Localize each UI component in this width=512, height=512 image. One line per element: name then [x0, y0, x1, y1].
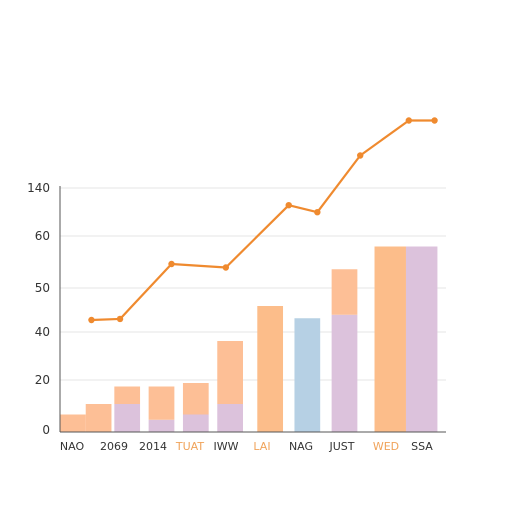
line-point: [431, 117, 438, 124]
line-point: [314, 209, 321, 216]
bars-layer: [60, 246, 438, 432]
x-category-label: 2069: [100, 440, 128, 453]
x-category-label: SSA: [411, 440, 433, 453]
bar-segment: [294, 318, 321, 432]
axis-layer: [59, 186, 446, 433]
bar-segment: [331, 269, 358, 315]
y-tick-label: 50: [35, 281, 50, 295]
bar-segment: [405, 246, 438, 432]
x-category-label: NAO: [60, 440, 85, 453]
x-category-label: IWW: [214, 440, 239, 453]
x-category-label: JUST: [329, 440, 355, 453]
y-tick-label: 60: [35, 229, 50, 243]
bar-segment: [257, 306, 284, 432]
bar-segment: [148, 419, 175, 432]
bar-segment: [114, 386, 141, 404]
bar-segment: [148, 386, 175, 420]
bar-segment: [331, 314, 358, 432]
bar-segment: [217, 404, 243, 432]
line-point: [116, 315, 124, 323]
x-category-label: 2014: [139, 440, 167, 453]
bar-segment: [374, 246, 406, 432]
x-category-label: NAG: [289, 440, 313, 453]
line-point: [285, 202, 292, 209]
y-tick-label: 140: [27, 181, 50, 195]
line-point: [222, 264, 230, 271]
bar-segment: [85, 404, 112, 432]
line-point: [357, 152, 364, 159]
line-layer: [88, 117, 438, 324]
y-tick-label: 20: [35, 373, 50, 387]
y-tick-label: 40: [35, 325, 50, 339]
line-point: [168, 260, 175, 268]
line-point: [88, 316, 95, 324]
labels-layer: 0 20 40 50 60 140 NAO 2069 2014 TUAT IWW LAI NAG JUST…: [27, 181, 433, 453]
bar-segment: [60, 414, 86, 432]
bar-segment: [217, 341, 243, 404]
bar-segment: [182, 414, 209, 432]
bar-segment: [182, 383, 209, 415]
x-category-label: WED: [373, 440, 399, 453]
bar-segment: [114, 404, 141, 432]
x-category-label: TUAT: [175, 440, 204, 453]
x-category-label: LAI: [253, 440, 270, 453]
line-point: [405, 117, 413, 124]
y-tick-label: 0: [42, 423, 50, 437]
